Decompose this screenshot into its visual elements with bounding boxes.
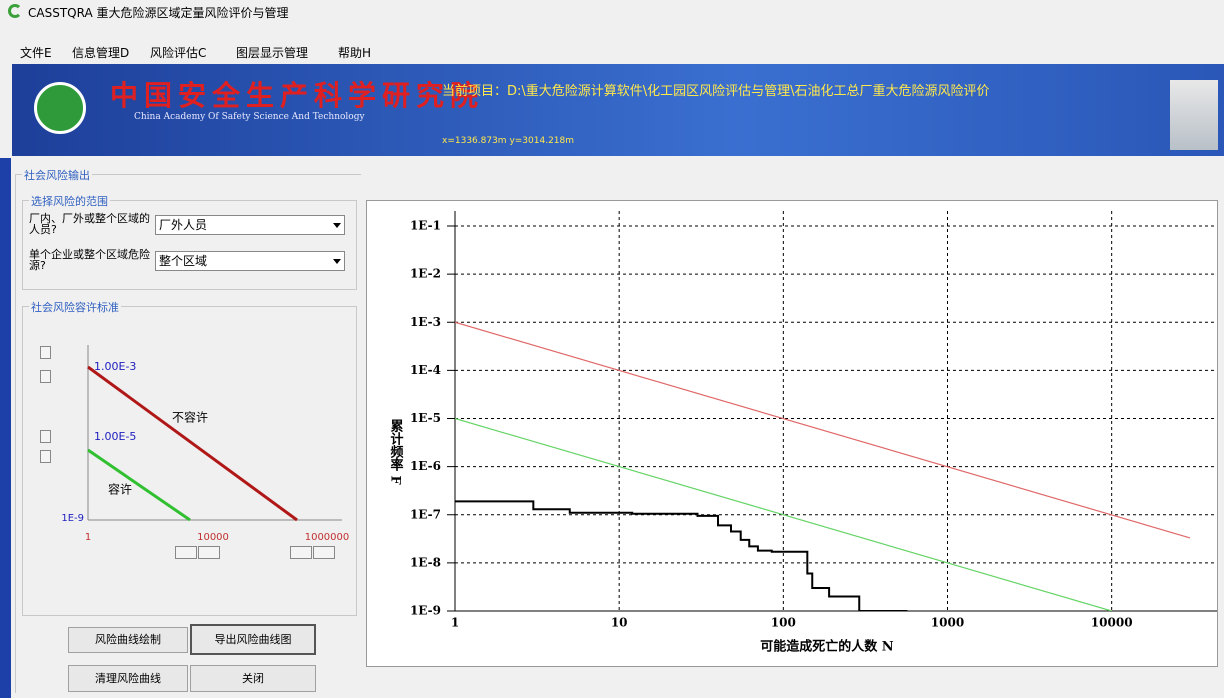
x-tick-label: 10000	[1091, 616, 1133, 630]
y-tick-label: 1E-3	[410, 315, 441, 329]
window-title: CASSTQRA 重大危险源区域定量风险评价与管理	[28, 4, 288, 21]
group-title: 社会风险容许标准	[29, 299, 121, 315]
building-image	[1170, 80, 1218, 150]
group-title: 社会风险输出	[22, 167, 92, 183]
y-tick-label: 1E-5	[410, 411, 441, 425]
menu-item[interactable]: 帮助H	[338, 44, 371, 61]
upper-label: 1.00E-3	[94, 360, 136, 373]
source-select[interactable]: 整个区域	[155, 251, 345, 271]
left-edge	[0, 158, 11, 698]
spin-up[interactable]	[40, 430, 51, 443]
button[interactable]: 风险曲线绘制	[68, 627, 188, 653]
spin-right[interactable]	[313, 546, 335, 559]
y-tick-label: 1E-4	[410, 363, 441, 377]
region-label: 容许	[108, 482, 132, 497]
y-tick-label: 1E-7	[410, 507, 441, 521]
criteria-diagram: 1.00E-3 1.00E-5 1E-9 1 10000 1000000 不容许…	[22, 330, 355, 600]
y-axis-title: 累计频率 F	[388, 418, 404, 485]
org-name-en: China Academy Of Safety Science And Tech…	[134, 112, 365, 122]
scope-group: 选择风险的范围 厂内、厂外或整个区域的人员? 厂外人员 单个企业或整个区域危险源…	[22, 200, 357, 290]
spin-right[interactable]	[198, 546, 220, 559]
series-line	[455, 501, 907, 611]
y-tick-label: 1E-1	[410, 219, 441, 233]
menu-item[interactable]: 风险评估C	[150, 44, 206, 61]
logo	[34, 82, 86, 134]
menu-item[interactable]: 文件E	[20, 44, 52, 61]
x-tick-label: 10	[611, 616, 628, 630]
x-tick-label: 1000	[931, 616, 964, 630]
menu-item[interactable]: 图层显示管理	[236, 44, 308, 61]
coordinates: x=1336.873m y=3014.218m	[442, 136, 574, 146]
menu-item[interactable]: 信息管理D	[72, 44, 129, 61]
y-tick-label: 1E-9	[410, 604, 441, 618]
field-label: 厂内、厂外或整个区域的人员?	[29, 213, 157, 235]
series-line	[455, 322, 1190, 538]
field-label: 单个企业或整个区域危险源?	[29, 249, 157, 271]
button[interactable]: 关闭	[190, 665, 316, 692]
spin-left[interactable]	[290, 546, 312, 559]
acceptable-line	[88, 450, 190, 520]
scope-select[interactable]: 厂外人员	[155, 215, 345, 235]
project-path: 当前项目：D:\重大危险源计算软件\化工园区风险评估与管理\石油化工总厂重大危险…	[442, 80, 1162, 99]
lower-label: 1.00E-5	[94, 430, 136, 443]
y-tick-label: 1E-6	[410, 459, 441, 473]
x-label: 10000	[197, 532, 229, 543]
spin-down[interactable]	[40, 370, 51, 383]
chart: 可能造成死亡的人数 N 累计频率 F 1E-1 1E-2 1E-3 1E-4 1E-5 1…	[366, 200, 1218, 667]
y-tick-label: 1E-8	[410, 555, 441, 569]
spin-up[interactable]	[40, 346, 51, 359]
banner: 中国安全生产科学研究院 China Academy Of Safety Scie…	[12, 64, 1224, 156]
app-icon	[8, 4, 22, 18]
button[interactable]: 清理风险曲线	[68, 665, 188, 692]
unacceptable-line	[88, 367, 297, 520]
x-axis-title: 可能造成死亡的人数 N	[760, 639, 894, 655]
region-label: 不容许	[172, 410, 208, 425]
ymin-label: 1E-9	[61, 513, 84, 524]
org-name: 中国安全生产科学研究院	[110, 74, 484, 114]
menu-bar: 文件E 信息管理D 风险评估C 图层显示管理 帮助H	[0, 40, 1224, 60]
spin-left[interactable]	[175, 546, 197, 559]
app-window: CASSTQRA 重大危险源区域定量风险评价与管理 文件E 信息管理D 风险评估…	[0, 0, 1224, 698]
spin-down[interactable]	[40, 450, 51, 463]
x-tick-label: 100	[771, 616, 796, 630]
y-tick-label: 1E-2	[410, 267, 441, 281]
group-title: 选择风险的范围	[29, 193, 110, 209]
x-label: 1000000	[305, 532, 350, 543]
button[interactable]: 导出风险曲线图	[190, 624, 316, 655]
x-tick-label: 1	[451, 616, 459, 630]
x-label: 1	[85, 532, 91, 543]
